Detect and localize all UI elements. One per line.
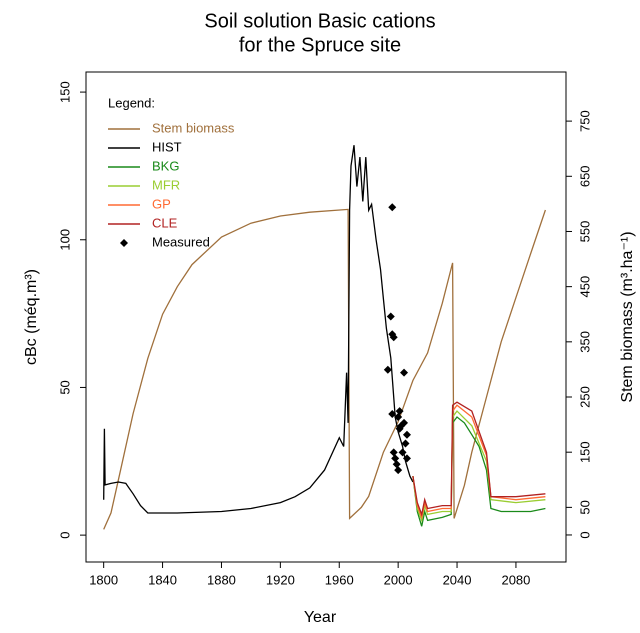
measured-point	[401, 439, 410, 448]
series-line	[103, 208, 547, 530]
x-tick-label: 1880	[207, 572, 236, 587]
x-tick-label: 1920	[266, 572, 295, 587]
measured-point	[391, 454, 400, 463]
measured-point	[394, 466, 403, 475]
chart-subtitle: for the Spruce site	[239, 34, 401, 56]
y2-tick-label: 650	[577, 165, 592, 187]
measured-point	[402, 454, 411, 463]
y-tick-label: 100	[57, 229, 72, 251]
measured-point	[394, 412, 403, 421]
legend-label: MFR	[152, 177, 180, 192]
legend-label: Stem biomass	[152, 120, 235, 135]
legend-label: CLE	[152, 215, 178, 230]
measured-point	[402, 430, 411, 439]
y2-tick-label: 750	[577, 110, 592, 132]
y2-tick-label: 0	[577, 531, 592, 538]
y-tick-label: 0	[57, 532, 72, 539]
y2-tick-label: 150	[577, 441, 592, 463]
measured-point	[388, 410, 397, 419]
series-line	[103, 145, 414, 514]
x-tick-label: 1800	[89, 572, 118, 587]
measured-point	[395, 407, 404, 416]
series-line	[412, 401, 546, 517]
legend-swatch	[120, 239, 128, 247]
x-tick-label: 2040	[443, 572, 472, 587]
legend-label: BKG	[152, 158, 179, 173]
measured-point	[392, 460, 401, 469]
chart-title: Soil solution Basic cations	[204, 10, 435, 32]
x-tick-label: 1840	[148, 572, 177, 587]
y2-tick-label: 250	[577, 386, 592, 408]
y2-tick-label: 350	[577, 331, 592, 353]
x-tick-label: 1960	[325, 572, 354, 587]
series-line	[412, 416, 546, 527]
y2-tick-label: 50	[577, 500, 592, 514]
y-axis-label: cBc (méq.m³)	[23, 269, 40, 365]
legend-title: Legend:	[108, 95, 155, 110]
x-tick-label: 2000	[384, 572, 413, 587]
y-tick-label: 50	[57, 380, 72, 394]
measured-point	[400, 368, 409, 377]
measured-point	[388, 203, 397, 212]
measured-point	[397, 421, 406, 430]
measured-point	[389, 448, 398, 457]
y2-tick-label: 550	[577, 221, 592, 243]
plot-box	[85, 71, 567, 563]
measured-point	[389, 333, 398, 342]
x-tick-label: 2080	[501, 572, 530, 587]
legend-label: GP	[152, 196, 171, 211]
y-tick-label: 150	[57, 81, 72, 103]
legend-label: HIST	[152, 139, 182, 154]
measured-point	[398, 448, 407, 457]
x-axis-label: Year	[304, 609, 337, 626]
measured-point	[383, 365, 392, 374]
measured-point	[386, 312, 395, 321]
legend-label: Measured	[152, 234, 210, 249]
y2-axis-label: Stem biomass (m³.ha⁻¹)	[619, 231, 636, 402]
y2-tick-label: 450	[577, 276, 592, 298]
